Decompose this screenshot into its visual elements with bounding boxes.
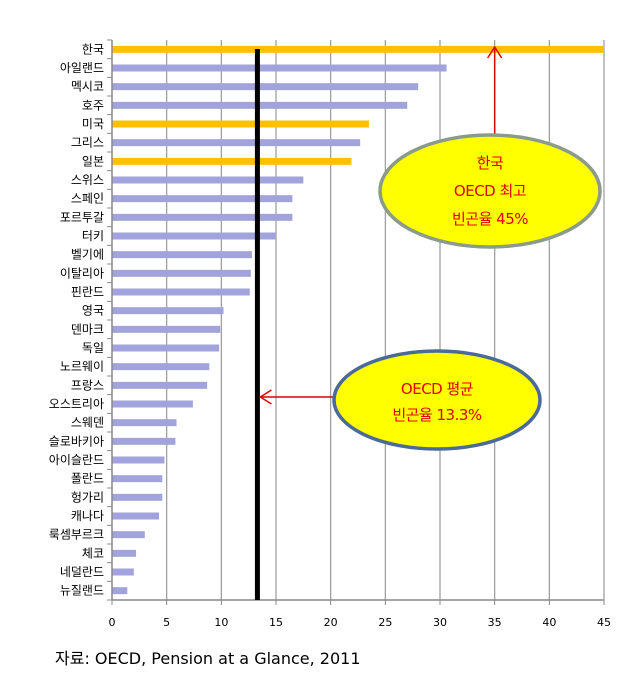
category-label: 포르투갈 xyxy=(60,210,104,224)
category-label: 핀란드 xyxy=(71,285,104,299)
x-tick-label: 20 xyxy=(324,616,338,629)
x-tick-label: 25 xyxy=(378,616,392,629)
bar-헝가리 xyxy=(112,493,163,501)
category-label: 프랑스 xyxy=(71,378,104,392)
bar-네덜란드 xyxy=(112,568,134,576)
bar-이탈리아 xyxy=(112,269,251,277)
bar-포르투갈 xyxy=(112,213,293,221)
category-label: 한국 xyxy=(82,42,104,56)
callout-text: 빈곤율 13.3% xyxy=(392,406,482,424)
bar-스웨덴 xyxy=(112,419,177,427)
x-tick-label: 15 xyxy=(269,616,283,629)
source-note: 자료: OECD, Pension at a Glance, 2011 xyxy=(55,649,361,668)
bar-덴마크 xyxy=(112,325,221,333)
category-label: 미국 xyxy=(82,117,104,131)
bar-프랑스 xyxy=(112,381,208,389)
category-label: 노르웨이 xyxy=(60,360,104,374)
bar-노르웨이 xyxy=(112,363,210,371)
category-label: 캐나다 xyxy=(71,509,104,523)
arrow-head xyxy=(487,45,503,59)
bar-일본 xyxy=(112,157,352,165)
callout-text: 한국 xyxy=(477,154,504,172)
bar-미국 xyxy=(112,120,369,128)
x-tick-label: 30 xyxy=(433,616,447,629)
x-tick-label: 0 xyxy=(109,616,116,629)
category-label: 체코 xyxy=(82,546,104,560)
category-label: 스웨덴 xyxy=(71,416,104,430)
category-label: 독일 xyxy=(82,341,104,355)
bar-스위스 xyxy=(112,176,304,184)
x-tick-label: 5 xyxy=(163,616,170,629)
bar-아이슬란드 xyxy=(112,456,165,464)
bar-한국 xyxy=(112,45,604,53)
category-label: 아일랜드 xyxy=(60,61,104,75)
category-label: 호주 xyxy=(82,98,104,112)
category-label: 영국 xyxy=(82,304,104,318)
category-label: 스위스 xyxy=(71,173,104,187)
bar-독일 xyxy=(112,344,220,352)
callout-text: 빈곤율 45% xyxy=(452,210,528,228)
category-label: 멕시코 xyxy=(71,80,104,94)
bar-스페인 xyxy=(112,195,293,203)
bar-폴란드 xyxy=(112,475,163,483)
x-tick-label: 40 xyxy=(542,616,556,629)
bar-캐나다 xyxy=(112,512,160,520)
category-label: 폴란드 xyxy=(71,472,104,486)
bar-체코 xyxy=(112,549,137,557)
callout-ellipse xyxy=(332,349,542,451)
bar-터키 xyxy=(112,232,276,240)
category-label: 네덜란드 xyxy=(60,565,104,579)
bar-뉴질랜드 xyxy=(112,587,128,595)
callout-text: OECD 평균 xyxy=(401,380,474,398)
category-label: 그리스 xyxy=(71,136,104,150)
arrow-head xyxy=(259,389,272,405)
bar-그리스 xyxy=(112,139,361,147)
category-label: 헝가리 xyxy=(71,490,104,504)
bar-아일랜드 xyxy=(112,64,447,72)
category-label: 스페인 xyxy=(71,192,104,206)
x-tick-label: 10 xyxy=(214,616,228,629)
category-label: 아이슬란드 xyxy=(49,453,104,467)
category-label: 벨기에 xyxy=(71,248,104,262)
bar-핀란드 xyxy=(112,288,250,296)
category-label: 일본 xyxy=(82,154,104,168)
bar-오스트리아 xyxy=(112,400,193,408)
category-label: 터키 xyxy=(82,229,104,243)
category-label: 덴마크 xyxy=(71,322,104,336)
bar-룩셈부르크 xyxy=(112,531,145,539)
category-label: 뉴질랜드 xyxy=(60,584,104,598)
bar-슬로바키아 xyxy=(112,437,176,445)
category-label: 오스트리아 xyxy=(49,397,104,411)
category-label: 슬로바키아 xyxy=(49,434,104,448)
bar-벨기에 xyxy=(112,251,252,259)
category-label: 이탈리아 xyxy=(60,266,104,280)
callout-ellipse xyxy=(378,133,602,249)
callout-text: OECD 최고 xyxy=(454,182,526,200)
bar-멕시코 xyxy=(112,83,419,91)
x-tick-label: 45 xyxy=(597,616,611,629)
bar-영국 xyxy=(112,307,224,315)
category-label: 룩셈부르크 xyxy=(49,528,104,542)
x-tick-label: 35 xyxy=(488,616,502,629)
